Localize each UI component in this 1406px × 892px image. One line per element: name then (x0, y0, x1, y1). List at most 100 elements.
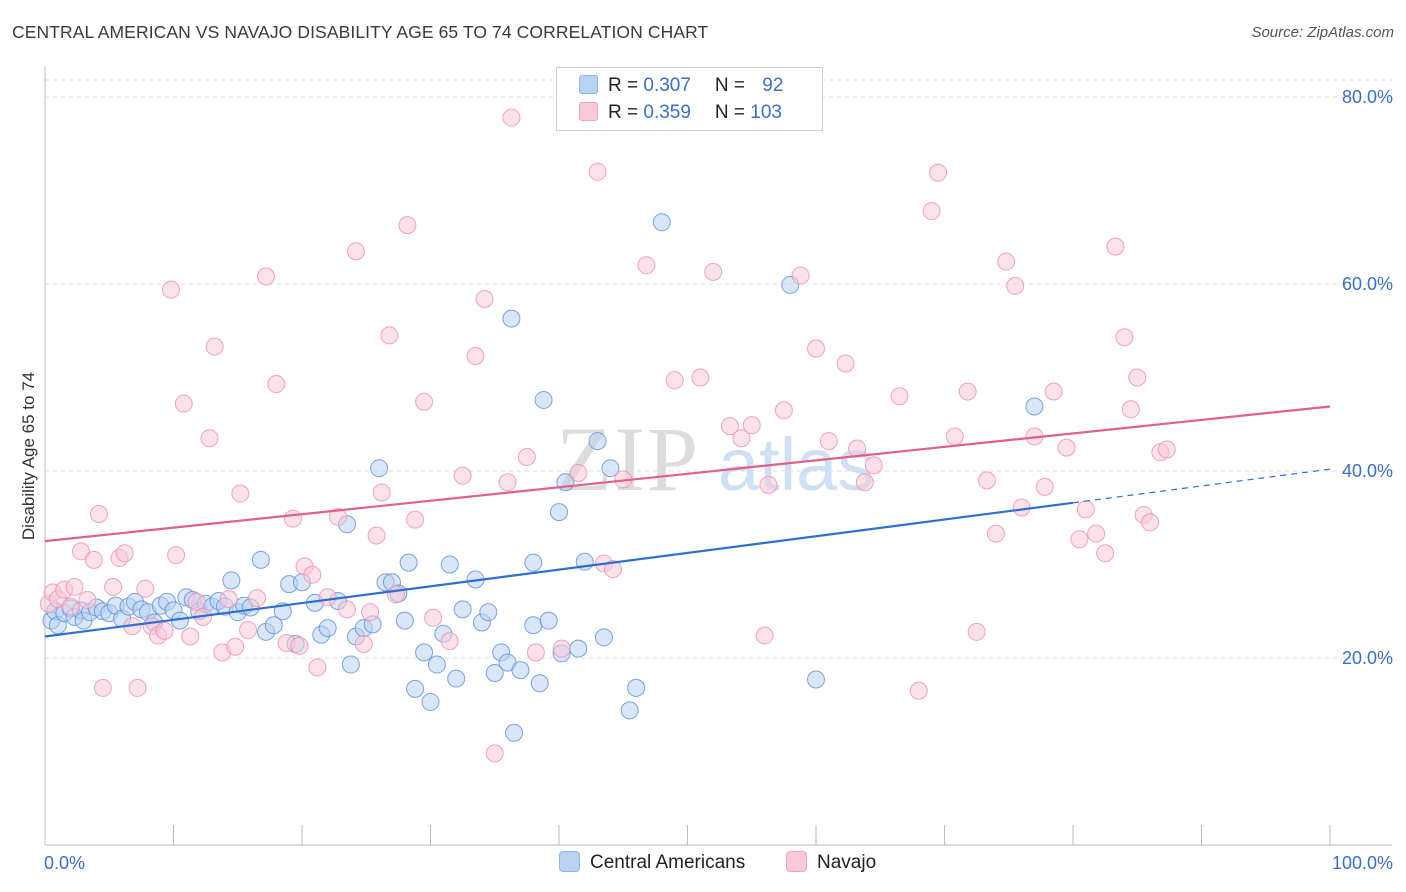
data-point (569, 639, 588, 658)
data-point (398, 216, 417, 235)
data-point (421, 692, 440, 711)
data-point (399, 553, 418, 572)
data-point (248, 589, 267, 608)
legend-swatch-pink (579, 102, 598, 121)
data-point (328, 507, 347, 526)
legend-n-label: N = (714, 75, 751, 96)
data-point (742, 416, 761, 435)
data-point (395, 611, 414, 630)
data-point (89, 505, 108, 524)
data-point (239, 620, 258, 639)
data-point (620, 701, 639, 720)
series-central-americans (42, 213, 1044, 742)
data-point (755, 626, 774, 645)
data-point (78, 591, 97, 610)
data-point (466, 346, 485, 365)
data-point (774, 401, 793, 420)
legend-row-navajo: R = 0.359 N = 103 (579, 102, 782, 126)
source-note: Source: ZipAtlas.com (1251, 24, 1394, 41)
data-point (200, 429, 219, 448)
data-point (1057, 438, 1076, 457)
data-point (1025, 397, 1044, 416)
data-point (174, 394, 193, 413)
data-point (552, 639, 571, 658)
data-point (526, 643, 545, 662)
data-point (502, 309, 521, 328)
bottom-swatch-pink (786, 851, 807, 872)
data-point (136, 579, 155, 598)
legend-r-label: R = (608, 102, 644, 123)
data-point (637, 256, 656, 275)
data-point (93, 678, 112, 697)
y-tick-label: 20.0% (1342, 648, 1393, 668)
data-point (1006, 276, 1025, 295)
data-point (704, 262, 723, 281)
data-point (427, 655, 446, 674)
data-point (167, 546, 186, 565)
data-point (453, 466, 472, 485)
data-point (415, 643, 434, 662)
data-point (187, 592, 206, 611)
data-point (303, 565, 322, 584)
data-point (588, 162, 607, 181)
data-point (181, 627, 200, 646)
data-point (498, 473, 517, 492)
data-point (372, 483, 391, 502)
data-point (534, 390, 553, 409)
trend-line-central-americans (44, 501, 1074, 638)
series-navajo (39, 108, 1176, 763)
bottom-legend-navajo: Navajo (786, 851, 876, 874)
data-point (550, 503, 568, 522)
data-point (361, 603, 380, 622)
legend-n-label: N = (714, 102, 751, 123)
data-point (485, 744, 504, 763)
data-point (104, 577, 123, 596)
data-point (691, 368, 710, 387)
data-point (485, 663, 504, 682)
data-point (929, 163, 948, 182)
data-point (380, 326, 399, 345)
data-point (530, 674, 549, 693)
data-point (406, 679, 425, 698)
x-tick-label: 0.0% (44, 853, 85, 873)
data-point (732, 429, 751, 448)
data-point (267, 375, 286, 394)
data-point (909, 681, 928, 700)
data-point (997, 252, 1016, 271)
data-point (1128, 368, 1147, 387)
legend-r-value: 0.359 (643, 102, 691, 123)
data-point (205, 337, 224, 356)
data-point (759, 476, 778, 495)
data-point (219, 590, 238, 609)
data-point (511, 661, 530, 680)
data-point (440, 555, 459, 574)
data-point (257, 267, 276, 286)
data-point (115, 544, 134, 563)
data-point (318, 619, 337, 638)
data-point (1070, 530, 1089, 549)
data-point (517, 447, 536, 466)
tick-labels: 20.0% 40.0% 60.0% 80.0% 0.0% 100.0% (44, 87, 1393, 873)
data-point (341, 655, 360, 674)
bottom-legend-central-americans: Central Americans (559, 851, 745, 874)
trend-extension-central-americans (1072, 468, 1331, 504)
data-point (855, 473, 874, 492)
data-point (864, 456, 883, 475)
data-point (1096, 544, 1115, 563)
data-point (354, 634, 373, 653)
data-point (720, 417, 739, 436)
y-tick-label: 60.0% (1342, 274, 1393, 294)
data-point (1035, 477, 1054, 496)
bottom-swatch-blue (559, 851, 580, 872)
data-point (524, 616, 543, 635)
trend-lines (44, 405, 1331, 638)
data-point (222, 571, 241, 590)
data-point (791, 266, 810, 285)
legend-row-central-americans: R = 0.307 N = 92 (579, 75, 783, 99)
legend-n-value: 92 (762, 75, 784, 96)
data-point (524, 553, 543, 572)
data-point (1141, 513, 1160, 532)
data-point (337, 600, 356, 619)
data-point (406, 510, 425, 529)
data-point (569, 463, 588, 482)
